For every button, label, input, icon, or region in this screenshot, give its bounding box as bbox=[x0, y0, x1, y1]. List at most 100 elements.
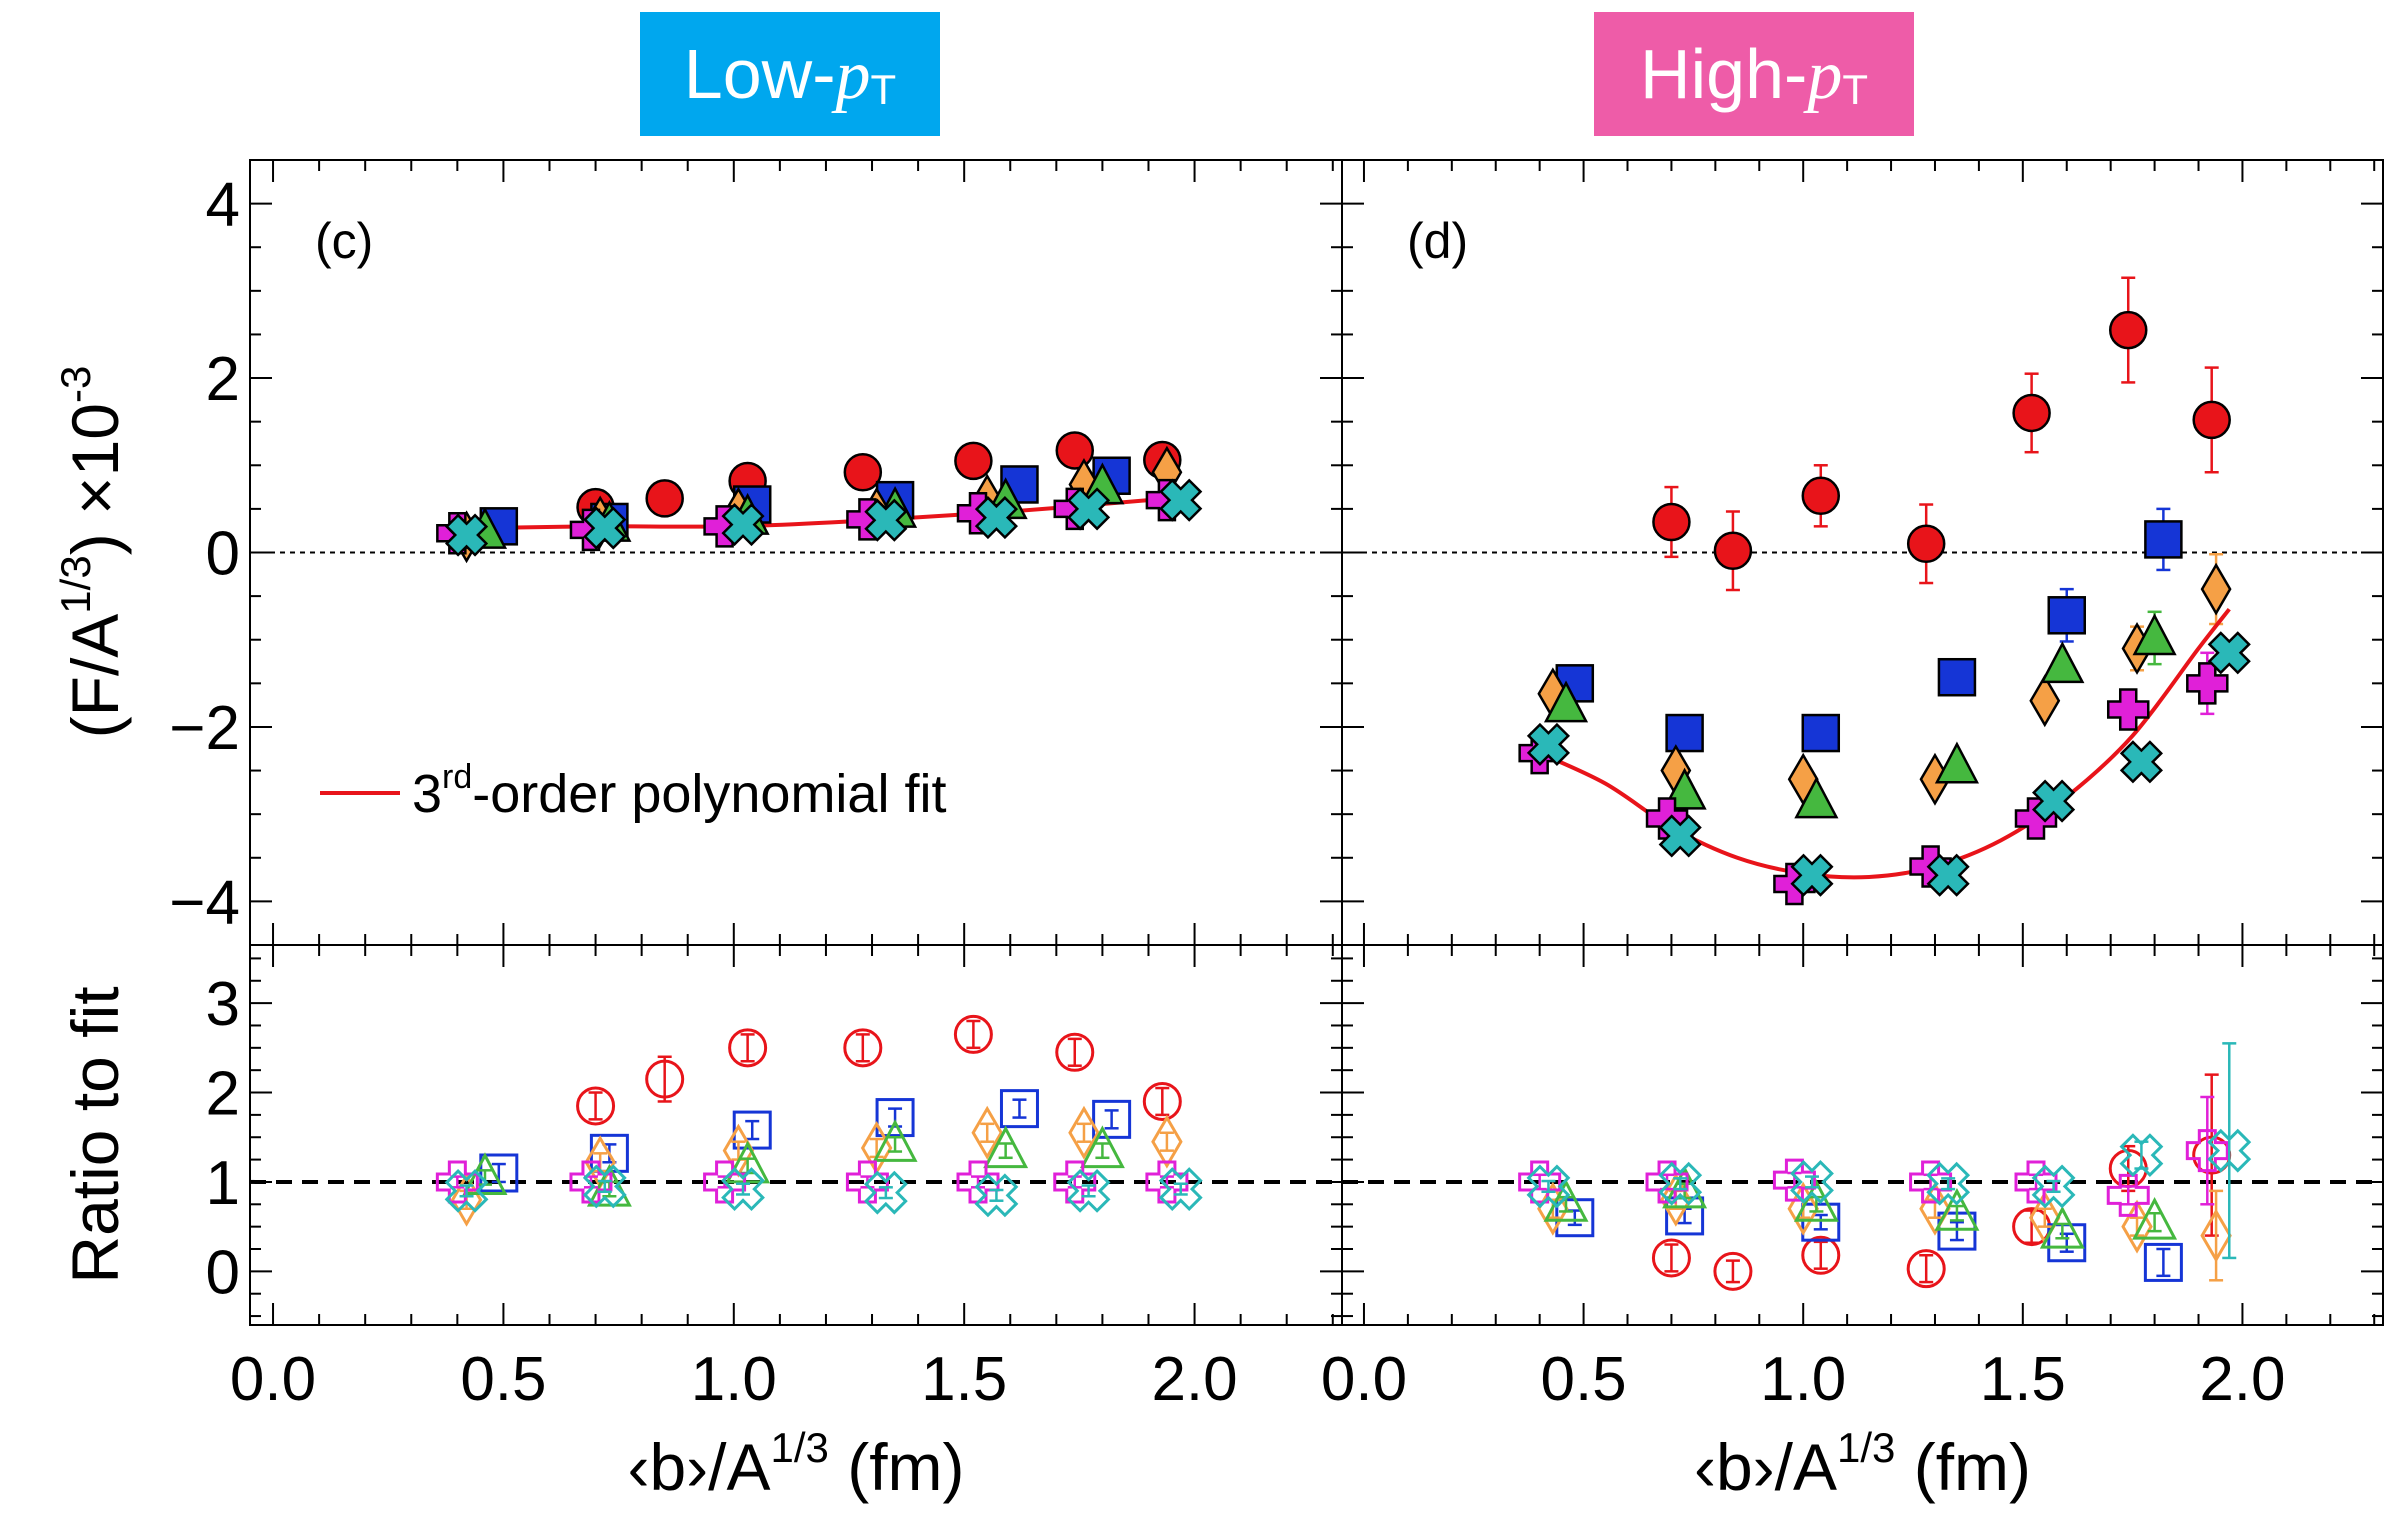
data-point-triangle bbox=[1794, 776, 1839, 819]
data-point-square bbox=[2047, 596, 2086, 635]
ratio-point-triangle bbox=[1079, 1125, 1125, 1169]
data-point-cross bbox=[1159, 478, 1203, 522]
y-tick-label: 3 bbox=[206, 970, 240, 1039]
data-point-circle bbox=[954, 441, 993, 481]
x-tick-label: 0.0 bbox=[1321, 1345, 1407, 1414]
data-point-square bbox=[2144, 520, 2183, 559]
y-axis-label-top: (F/A1/3) ×10-3 bbox=[52, 366, 132, 739]
data-point-circle bbox=[1652, 502, 1691, 542]
high-pt-prefix: High- bbox=[1640, 35, 1808, 113]
data-point-cross bbox=[2207, 631, 2251, 675]
ratio-point-plus bbox=[2106, 1173, 2150, 1217]
ratio-point-cross bbox=[1158, 1167, 1203, 1212]
ratio-point-circle bbox=[728, 1028, 768, 1068]
x-tick-label: 1.0 bbox=[1760, 1345, 1846, 1414]
x-tick-label: 2.0 bbox=[2199, 1345, 2285, 1414]
low-pt-var: p bbox=[835, 37, 871, 114]
legend-fit-label-post: -order polynomial fit bbox=[472, 764, 946, 824]
data-point-circle bbox=[1713, 531, 1753, 571]
ratio-point-cross bbox=[1790, 1160, 1834, 1204]
ratio-point-diamond bbox=[450, 1172, 483, 1227]
y-axis-label-top-sup2: -3 bbox=[52, 366, 99, 403]
x-tick-label: 1.0 bbox=[691, 1345, 777, 1414]
data-point-plus bbox=[2106, 688, 2150, 731]
x-axis-label: ‹b›/A1/3 (fm) bbox=[627, 1424, 964, 1504]
data-point-cross bbox=[1926, 853, 1970, 897]
y-tick-label: 0 bbox=[206, 1238, 240, 1307]
y-axis-label-top-sup1: 1/3 bbox=[52, 555, 99, 613]
data-point-plus bbox=[2186, 662, 2229, 705]
data-point-cross bbox=[444, 513, 489, 557]
data-point-triangle bbox=[2040, 641, 2085, 684]
ratio-point-circle bbox=[843, 1028, 883, 1068]
x-axis-label-sup: 1/3 bbox=[1837, 1424, 1895, 1471]
data-point-cross bbox=[2032, 779, 2076, 823]
ratio-point-triangle bbox=[983, 1125, 1029, 1169]
ratio-point-square bbox=[875, 1098, 915, 1138]
data-point-circle bbox=[2192, 400, 2231, 440]
panel-bottom-frame-1 bbox=[1341, 944, 2384, 1326]
data-point-diamond bbox=[2200, 562, 2232, 616]
ratio-point-circle bbox=[1801, 1235, 1841, 1275]
ratio-point-cross bbox=[974, 1173, 1019, 1218]
ratio-point-square bbox=[2143, 1242, 2183, 1282]
data-point-cross bbox=[1658, 814, 1702, 858]
x-axis-label-unit: (fm) bbox=[1895, 1430, 2031, 1504]
ratio-point-diamond bbox=[2200, 1208, 2232, 1263]
data-point-cross bbox=[1526, 722, 1571, 766]
data-point-circle bbox=[2108, 310, 2148, 350]
low-pt-prefix: Low- bbox=[683, 35, 836, 113]
data-point-triangle bbox=[2132, 613, 2177, 656]
high-pt-sub: T bbox=[1842, 66, 1868, 113]
x-tick-label: 0.5 bbox=[460, 1345, 546, 1414]
ratio-point-circle bbox=[1651, 1238, 1691, 1278]
x-axis-label-sup: 1/3 bbox=[771, 1424, 829, 1471]
ratio-point-triangle bbox=[872, 1119, 918, 1162]
y-tick-label: 1 bbox=[206, 1149, 240, 1218]
ratio-point-circle bbox=[576, 1086, 616, 1126]
ratio-point-cross bbox=[1526, 1164, 1571, 1209]
ratio-point-cross bbox=[2207, 1128, 2252, 1173]
data-point-cross bbox=[2119, 740, 2163, 784]
ratio-point-square bbox=[1801, 1202, 1841, 1242]
panel-label: (d) bbox=[1407, 213, 1468, 269]
y-tick-label: 4 bbox=[206, 171, 240, 240]
ratio-point-triangle bbox=[586, 1163, 632, 1207]
ratio-point-circle bbox=[1713, 1251, 1753, 1291]
ratio-point-cross bbox=[444, 1168, 489, 1213]
data-point-cross bbox=[1067, 487, 1111, 531]
data-point-cross bbox=[583, 506, 627, 550]
high-pt-badge: High-pT bbox=[1594, 12, 1914, 136]
data-point-circle bbox=[1906, 524, 1946, 564]
ratio-point-diamond bbox=[1068, 1105, 1100, 1160]
legend-fit-label-pre: 3 bbox=[412, 764, 442, 824]
ratio-point-plus bbox=[2185, 1129, 2229, 1173]
ratio-point-triangle bbox=[2039, 1205, 2085, 1249]
data-point-circle bbox=[843, 453, 883, 492]
y-tick-label: 0 bbox=[206, 520, 240, 589]
x-axis-label: ‹b›/A1/3 (fm) bbox=[1694, 1424, 2031, 1504]
x-axis-label-main: ‹b›/A bbox=[1694, 1430, 1837, 1504]
panel-label: (c) bbox=[315, 213, 373, 269]
ratio-point-circle bbox=[645, 1059, 685, 1099]
y-tick-label: −2 bbox=[169, 694, 240, 763]
ratio-point-cross bbox=[2119, 1133, 2164, 1178]
ratio-point-plus bbox=[2014, 1160, 2058, 1204]
data-point-triangle bbox=[1543, 680, 1589, 723]
data-point-circle bbox=[1055, 431, 1095, 470]
data-point-diamond bbox=[2029, 674, 2061, 728]
high-pt-var: p bbox=[1807, 37, 1843, 114]
ratio-point-square bbox=[999, 1089, 1039, 1129]
data-point-cross bbox=[974, 496, 1018, 540]
ratio-point-cross bbox=[721, 1167, 765, 1212]
data-point-cross bbox=[721, 503, 765, 547]
data-point-circle bbox=[645, 479, 684, 518]
ratio-point-cross bbox=[2031, 1164, 2076, 1209]
x-tick-label: 0.0 bbox=[230, 1345, 316, 1414]
ratio-point-square bbox=[1092, 1099, 1132, 1139]
data-point-cross bbox=[864, 498, 908, 542]
ratio-point-plus bbox=[956, 1160, 1000, 1204]
data-point-circle bbox=[2012, 393, 2051, 433]
x-tick-label: 0.5 bbox=[1540, 1345, 1626, 1414]
legend-fit-label-sup: rd bbox=[442, 758, 472, 796]
